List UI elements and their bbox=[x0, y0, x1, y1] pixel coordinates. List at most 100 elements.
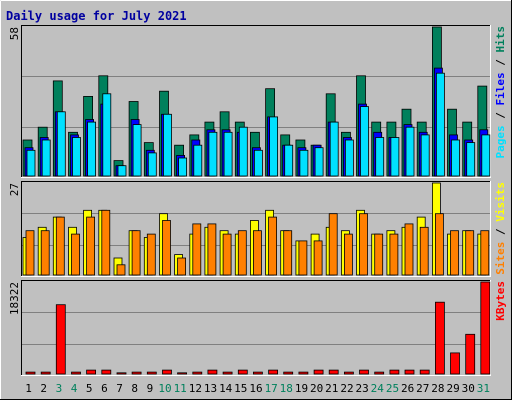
bar-pages-day-4 bbox=[72, 137, 81, 177]
x-axis-labels: 1 2 3 4 5 6 7 8 9 10 11 12 13 14 15 16 17 18 19 20 21 22 23 24 2… bbox=[25, 382, 490, 395]
legend-label-part: Hits bbox=[494, 26, 507, 53]
bar-pages-day-20 bbox=[314, 147, 324, 177]
bar-kbytes-day-15 bbox=[237, 369, 248, 375]
bar-pages-day-5 bbox=[87, 121, 96, 177]
bar-sites-day-10 bbox=[162, 220, 171, 276]
y-max-label: 18322 bbox=[8, 282, 21, 315]
bar-sites-day-28 bbox=[434, 213, 444, 276]
bar-sites-day-24 bbox=[374, 233, 384, 276]
bar-kbytes-day-11 bbox=[177, 372, 188, 375]
bar-sites-day-22 bbox=[343, 233, 353, 276]
bar-kbytes-day-13 bbox=[207, 369, 218, 375]
x-tick-label-day-20: 20 bbox=[310, 382, 323, 395]
panel-area bbox=[21, 280, 491, 376]
bar-kbytes-day-18 bbox=[283, 371, 294, 375]
bar-pages-day-10 bbox=[163, 113, 172, 177]
x-tick-label-day-23: 23 bbox=[355, 382, 368, 395]
bar-sites-day-18 bbox=[283, 230, 293, 276]
bar-sites-day-11 bbox=[177, 257, 187, 276]
bar-sites-day-19 bbox=[298, 240, 308, 276]
x-tick-label-day-27: 27 bbox=[416, 382, 429, 395]
bar-kbytes-day-12 bbox=[192, 371, 203, 375]
bar-sites-day-5 bbox=[86, 216, 95, 276]
bar-kbytes-day-8 bbox=[131, 371, 142, 375]
bar-sites-day-6 bbox=[101, 209, 111, 276]
x-tick-label-day-5: 5 bbox=[86, 382, 93, 395]
panel-hits-files-pages: 58 Pages / Files / Hits bbox=[8, 25, 507, 178]
bar-pages-day-3 bbox=[56, 111, 66, 177]
bar-kbytes-day-9 bbox=[146, 371, 157, 375]
panel-kbytes: 18322 KBytes bbox=[8, 280, 507, 376]
bar-pages-day-6 bbox=[102, 93, 112, 177]
bar-kbytes-day-17 bbox=[268, 369, 279, 375]
x-tick-label-day-9: 9 bbox=[147, 382, 154, 395]
x-tick-label-day-2: 2 bbox=[40, 382, 47, 395]
x-tick-label-day-29: 29 bbox=[446, 382, 459, 395]
bar-pages-day-14 bbox=[223, 131, 233, 177]
bar-sites-day-29 bbox=[450, 230, 459, 276]
x-tick-label-day-13: 13 bbox=[204, 382, 217, 395]
bar-pages-day-17 bbox=[269, 116, 279, 177]
x-tick-label-day-8: 8 bbox=[131, 382, 138, 395]
x-tick-label-day-19: 19 bbox=[295, 382, 308, 395]
bar-kbytes-day-21 bbox=[328, 369, 339, 375]
bar-kbytes-day-5 bbox=[86, 369, 96, 375]
x-tick-label-day-17: 17 bbox=[265, 382, 278, 395]
bar-kbytes-day-25 bbox=[389, 369, 400, 375]
legend-label-part: Sites bbox=[494, 242, 507, 275]
bar-pages-day-26 bbox=[405, 126, 415, 177]
legend-label-part: KBytes bbox=[494, 281, 507, 321]
legend-label-part: / bbox=[494, 53, 507, 73]
legend-label-part: Files bbox=[494, 72, 507, 105]
bar-kbytes-day-6 bbox=[101, 369, 112, 375]
bar-sites-day-21 bbox=[328, 213, 338, 276]
bar-pages-day-16 bbox=[253, 149, 263, 177]
x-tick-label-day-16: 16 bbox=[249, 382, 262, 395]
x-tick-label-day-26: 26 bbox=[401, 382, 414, 395]
x-tick-label-day-25: 25 bbox=[386, 382, 399, 395]
bar-kbytes-day-10 bbox=[162, 369, 172, 375]
bar-sites-day-27 bbox=[419, 226, 429, 276]
bar-pages-day-27 bbox=[420, 134, 430, 177]
bar-pages-day-31 bbox=[481, 134, 491, 177]
bar-pages-day-11 bbox=[178, 157, 188, 177]
x-tick-label-day-28: 28 bbox=[431, 382, 444, 395]
bar-pages-day-30 bbox=[466, 142, 476, 177]
x-tick-label-day-4: 4 bbox=[71, 382, 78, 395]
bar-pages-day-9 bbox=[147, 152, 157, 177]
bar-kbytes-day-14 bbox=[222, 371, 233, 375]
legend-label-part: Visits bbox=[494, 182, 507, 222]
x-tick-label-day-1: 1 bbox=[25, 382, 32, 395]
bar-sites-day-30 bbox=[465, 230, 475, 276]
bar-pages-day-23 bbox=[360, 106, 369, 177]
bar-pages-day-18 bbox=[284, 144, 294, 177]
x-tick-label-day-22: 22 bbox=[340, 382, 353, 395]
bar-sites-day-1 bbox=[25, 230, 35, 276]
bar-sites-day-13 bbox=[207, 223, 217, 276]
panel-visits-sites: 27 Sites / Visits bbox=[8, 181, 507, 277]
bar-kbytes-day-3 bbox=[55, 304, 66, 375]
bar-pages-day-13 bbox=[208, 131, 218, 177]
x-tick-label-day-12: 12 bbox=[189, 382, 202, 395]
x-tick-label-day-10: 10 bbox=[158, 382, 171, 395]
legend-label: Pages / Files / Hits bbox=[494, 26, 507, 159]
bar-pages-day-22 bbox=[344, 139, 354, 177]
bar-kbytes-day-30 bbox=[465, 333, 476, 375]
bar-pages-day-28 bbox=[435, 72, 445, 177]
bar-pages-day-29 bbox=[451, 139, 460, 177]
bar-pages-day-1 bbox=[26, 149, 36, 177]
x-tick-label-day-30: 30 bbox=[462, 382, 475, 395]
bar-pages-day-8 bbox=[132, 124, 142, 177]
bar-kbytes-day-24 bbox=[374, 371, 385, 375]
bar-kbytes-day-2 bbox=[40, 371, 51, 375]
bar-kbytes-day-16 bbox=[252, 371, 263, 375]
x-tick-label-day-15: 15 bbox=[234, 382, 247, 395]
chart-title: Daily usage for July 2021 bbox=[6, 9, 187, 23]
x-tick-label-day-11: 11 bbox=[174, 382, 187, 395]
bar-kbytes-day-19 bbox=[298, 371, 309, 375]
x-tick-label-day-7: 7 bbox=[116, 382, 123, 395]
legend-label: Sites / Visits bbox=[494, 182, 507, 275]
